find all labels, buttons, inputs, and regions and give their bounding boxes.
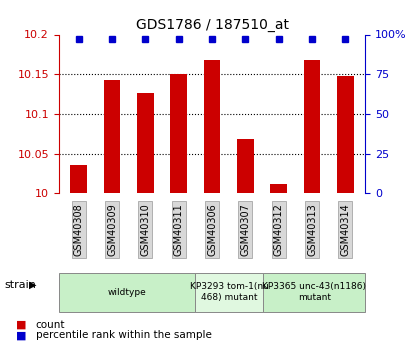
Bar	[71, 165, 87, 193]
Text: strain: strain	[4, 280, 36, 289]
Bar	[137, 93, 154, 193]
Bar	[171, 74, 187, 193]
Text: ■: ■	[16, 331, 26, 340]
Bar	[204, 60, 220, 193]
Title: GDS1786 / 187510_at: GDS1786 / 187510_at	[136, 18, 289, 32]
Text: count: count	[36, 320, 65, 330]
Bar	[337, 76, 354, 193]
Text: percentile rank within the sample: percentile rank within the sample	[36, 331, 212, 340]
Text: wildtype: wildtype	[108, 288, 146, 297]
Bar	[104, 80, 121, 193]
Text: KP3365 unc-43(n1186)
mutant: KP3365 unc-43(n1186) mutant	[262, 282, 366, 303]
Text: KP3293 tom-1(nu
468) mutant: KP3293 tom-1(nu 468) mutant	[190, 282, 268, 303]
Bar	[270, 184, 287, 193]
Bar	[304, 60, 320, 193]
Text: ■: ■	[16, 320, 26, 330]
Text: ▶: ▶	[29, 280, 36, 289]
Bar	[237, 139, 254, 193]
